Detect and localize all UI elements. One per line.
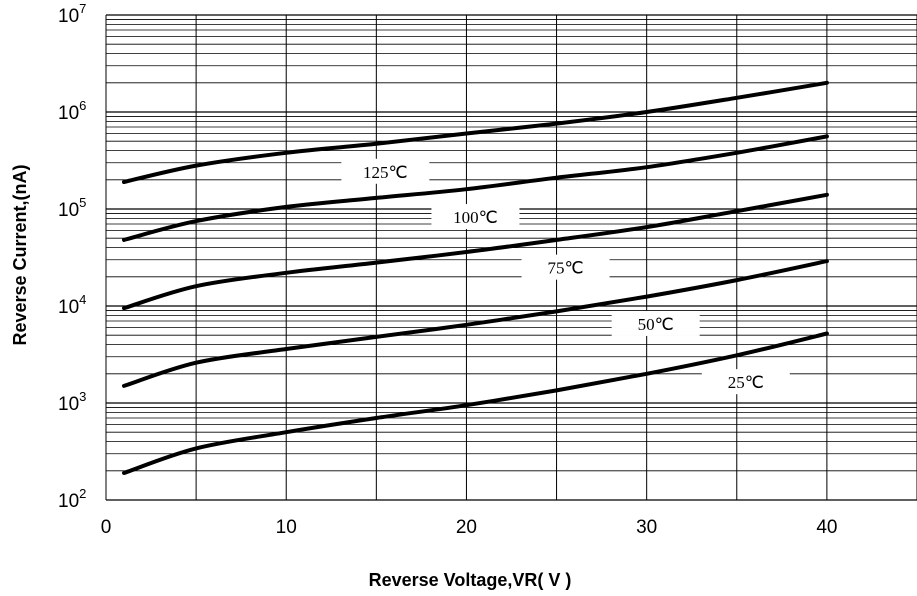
curve-label-bg [701,369,790,395]
curve-line [122,134,829,242]
y-tick-label: 104 [58,292,86,318]
curve-line [122,331,829,475]
curve-line [122,80,829,184]
curves [122,80,829,475]
curve-label-bg [431,204,520,230]
curve-label: 50℃ [638,315,674,334]
y-tick-label: 106 [58,98,86,124]
x-tick-label: 30 [636,517,657,538]
x-tick-label: 10 [276,517,297,538]
curve-label: 100℃ [453,208,498,227]
curve-label: 125℃ [363,163,408,182]
x-tick-label: 0 [101,517,112,538]
curve-label: 75℃ [548,259,584,278]
curve-label: 25℃ [728,373,764,392]
y-tick-label: 107 [58,1,86,27]
y-tick-label: 102 [58,486,86,512]
x-tick-labels: 0 10 20 30 40 [101,517,838,538]
curve-line [122,259,829,388]
y-axis-title: Reverse Current,(nA) [10,164,30,345]
y-tick-label: 103 [58,389,86,415]
y-tick-label: 105 [58,195,86,221]
x-tick-label: 20 [456,517,477,538]
curve-line [122,192,829,311]
curve-label-bg [521,254,610,280]
x-axis-title: Reverse Voltage,VR( V ) [369,570,572,590]
curve-labels: 125℃ 100℃ 75℃ 50℃ 25℃ [341,158,790,395]
y-tick-labels: 102 103 104 105 106 107 [58,1,86,512]
curve-label-bg [611,310,700,336]
curve-label-bg [341,158,430,184]
minor-gridlines [106,19,917,472]
x-tick-label: 40 [816,517,837,538]
major-gridlines [105,14,917,501]
